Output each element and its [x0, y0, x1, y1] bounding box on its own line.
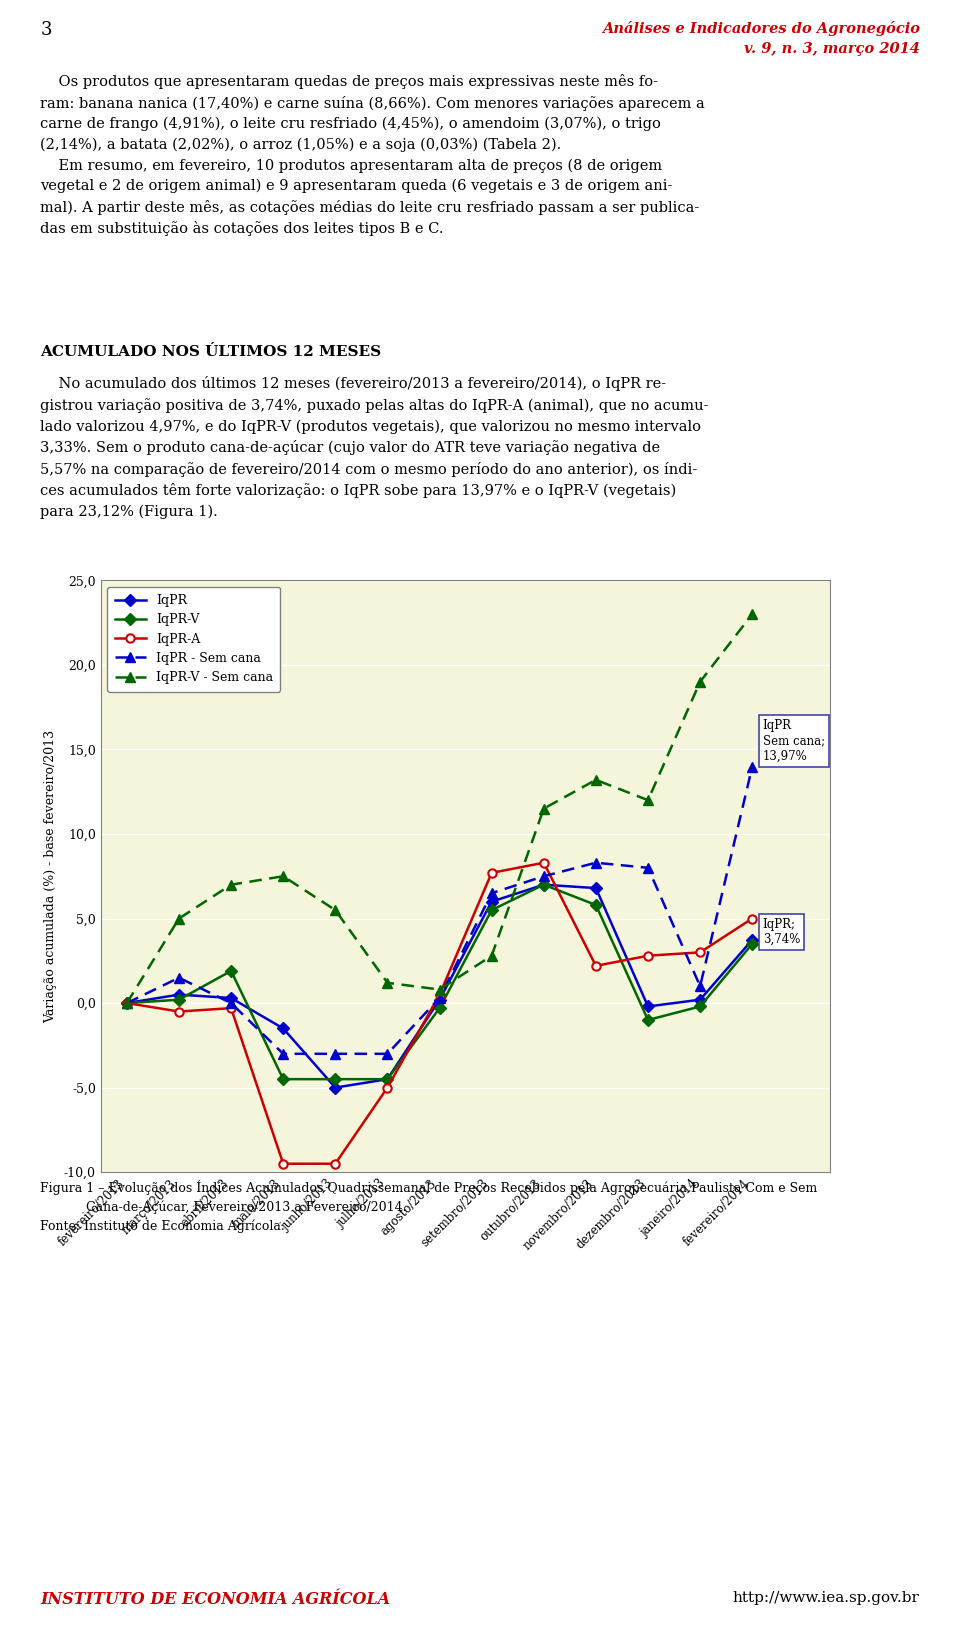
Text: Cana-de-Açúcar, Fevereiro/2013 a Fevereiro/2014.: Cana-de-Açúcar, Fevereiro/2013 a Feverei… [86, 1200, 407, 1213]
Text: http://www.iea.sp.gov.br: http://www.iea.sp.gov.br [732, 1591, 920, 1606]
Text: IqPR
Sem cana;
13,97%: IqPR Sem cana; 13,97% [762, 720, 825, 763]
Y-axis label: Variação acumulada (%) - base fevereiro/2013: Variação acumulada (%) - base fevereiro/… [44, 730, 57, 1023]
Text: INSTITUTO DE ECONOMIA AGRÍCOLA: INSTITUTO DE ECONOMIA AGRÍCOLA [40, 1591, 391, 1608]
Legend: IqPR, IqPR-V, IqPR-A, IqPR - Sem cana, IqPR-V - Sem cana: IqPR, IqPR-V, IqPR-A, IqPR - Sem cana, I… [108, 587, 280, 692]
Text: Análises e Indicadores do Agronegócio: Análises e Indicadores do Agronegócio [602, 20, 920, 36]
Text: Figura 1 – Evolução dos Índices Acumulados Quadrissemanal de Preços Recebidos pe: Figura 1 – Evolução dos Índices Acumulad… [40, 1180, 818, 1195]
Text: No acumulado dos últimos 12 meses (fevereiro/2013 a fevereiro/2014), o IqPR re-
: No acumulado dos últimos 12 meses (fever… [40, 376, 708, 520]
Text: IqPR;
3,74%: IqPR; 3,74% [762, 917, 800, 945]
Text: ACUMULADO NOS ÚLTIMOS 12 MESES: ACUMULADO NOS ÚLTIMOS 12 MESES [40, 345, 381, 360]
Text: Os produtos que apresentaram quedas de preços mais expressivas neste mês fo-
ram: Os produtos que apresentaram quedas de p… [40, 74, 705, 237]
Text: 3: 3 [40, 20, 52, 38]
Text: v. 9, n. 3, março 2014: v. 9, n. 3, março 2014 [744, 43, 920, 56]
Text: Fonte: Instituto de Economia Agrícola.: Fonte: Instituto de Economia Agrícola. [40, 1220, 285, 1233]
